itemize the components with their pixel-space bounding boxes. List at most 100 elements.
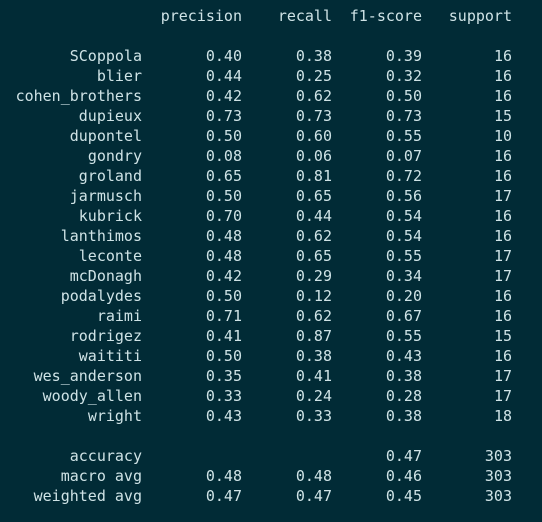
- row-label: wes_anderson: [33, 367, 142, 385]
- table-row: blier 0.44 0.25 0.32 16: [0, 66, 542, 86]
- support-value: 303: [484, 447, 512, 465]
- table-row: mcDonagh 0.42 0.29 0.34 17: [0, 266, 542, 286]
- header-f1-score: f1-score: [349, 7, 422, 25]
- f1-score-value: 0.55: [385, 127, 422, 145]
- precision-value: 0.50: [205, 127, 242, 145]
- recall-value: 0.73: [295, 107, 332, 125]
- f1-score-value: 0.38: [385, 407, 422, 425]
- row-label: lanthimos: [60, 227, 142, 245]
- precision-value: 0.41: [205, 327, 242, 345]
- support-value: 17: [493, 387, 512, 405]
- f1-score-value: 0.54: [385, 227, 422, 245]
- precision-value: 0.47: [205, 487, 242, 505]
- row-label: dupontel: [69, 127, 142, 145]
- precision-value: 0.42: [205, 267, 242, 285]
- report-header-row: precision recall f1-score support: [0, 6, 542, 26]
- row-label: cohen_brothers: [15, 87, 142, 105]
- table-row: SCoppola 0.40 0.38 0.39 16: [0, 46, 542, 66]
- precision-value: 0.50: [205, 287, 242, 305]
- support-value: 17: [493, 367, 512, 385]
- row-label: kubrick: [78, 207, 142, 225]
- support-value: 16: [493, 67, 512, 85]
- header-recall: recall: [277, 7, 332, 25]
- row-label: blier: [96, 67, 142, 85]
- table-row: waititi 0.50 0.38 0.43 16: [0, 346, 542, 366]
- support-value: 16: [493, 47, 512, 65]
- recall-value: 0.38: [295, 347, 332, 365]
- table-row: groland 0.65 0.81 0.72 16: [0, 166, 542, 186]
- precision-value: 0.65: [205, 167, 242, 185]
- table-row: podalydes 0.50 0.12 0.20 16: [0, 286, 542, 306]
- support-value: 10: [493, 127, 512, 145]
- f1-score-value: 0.54: [385, 207, 422, 225]
- row-label: dupieux: [78, 107, 142, 125]
- precision-value: 0.48: [205, 227, 242, 245]
- row-label: accuracy: [69, 447, 142, 465]
- table-row: cohen_brothers 0.42 0.62 0.50 16: [0, 86, 542, 106]
- row-label: gondry: [87, 147, 142, 165]
- recall-value: 0.12: [295, 287, 332, 305]
- precision-value: 0.50: [205, 347, 242, 365]
- support-value: 16: [493, 347, 512, 365]
- precision-value: 0.71: [205, 307, 242, 325]
- row-label: weighted avg: [33, 487, 142, 505]
- f1-score-value: 0.73: [385, 107, 422, 125]
- table-row: kubrick 0.70 0.44 0.54 16: [0, 206, 542, 226]
- row-label: woody_allen: [42, 387, 142, 405]
- recall-value: 0.41: [295, 367, 332, 385]
- precision-value: 0.40: [205, 47, 242, 65]
- table-row: rodrigez 0.41 0.87 0.55 15: [0, 326, 542, 346]
- f1-score-value: 0.32: [385, 67, 422, 85]
- row-label: waititi: [78, 347, 142, 365]
- row-label: podalydes: [60, 287, 142, 305]
- f1-score-value: 0.56: [385, 187, 422, 205]
- support-value: 16: [493, 287, 512, 305]
- precision-value: 0.48: [205, 467, 242, 485]
- support-value: 16: [493, 147, 512, 165]
- recall-value: 0.24: [295, 387, 332, 405]
- support-value: 16: [493, 207, 512, 225]
- precision-value: 0.48: [205, 247, 242, 265]
- f1-score-value: 0.55: [385, 247, 422, 265]
- row-label: mcDonagh: [69, 267, 142, 285]
- precision-value: 0.42: [205, 87, 242, 105]
- row-label: macro avg: [60, 467, 142, 485]
- support-value: 16: [493, 227, 512, 245]
- table-row: woody_allen 0.33 0.24 0.28 17: [0, 386, 542, 406]
- f1-score-value: 0.55: [385, 327, 422, 345]
- support-value: 18: [493, 407, 512, 425]
- f1-score-value: 0.47: [385, 447, 422, 465]
- table-row: wes_anderson 0.35 0.41 0.38 17: [0, 366, 542, 386]
- recall-value: 0.62: [295, 87, 332, 105]
- table-row: jarmusch 0.50 0.65 0.56 17: [0, 186, 542, 206]
- recall-value: 0.65: [295, 187, 332, 205]
- support-value: 16: [493, 307, 512, 325]
- f1-score-value: 0.20: [385, 287, 422, 305]
- recall-value: 0.44: [295, 207, 332, 225]
- recall-value: 0.29: [295, 267, 332, 285]
- precision-value: 0.43: [205, 407, 242, 425]
- row-label: jarmusch: [69, 187, 142, 205]
- precision-value: 0.35: [205, 367, 242, 385]
- recall-value: 0.60: [295, 127, 332, 145]
- f1-score-value: 0.43: [385, 347, 422, 365]
- recall-value: 0.33: [295, 407, 332, 425]
- table-row: lanthimos 0.48 0.62 0.54 16: [0, 226, 542, 246]
- f1-score-value: 0.07: [385, 147, 422, 165]
- recall-value: 0.25: [295, 67, 332, 85]
- support-value: 17: [493, 247, 512, 265]
- support-value: 303: [484, 467, 512, 485]
- table-row: leconte 0.48 0.65 0.55 17: [0, 246, 542, 266]
- recall-value: 0.47: [295, 487, 332, 505]
- summary-row: macro avg 0.48 0.48 0.46 303: [0, 466, 542, 486]
- summary-row: accuracy 0.47 303: [0, 446, 542, 466]
- row-label: rodrigez: [69, 327, 142, 345]
- table-row: dupieux 0.73 0.73 0.73 15: [0, 106, 542, 126]
- support-value: 17: [493, 187, 512, 205]
- header-support: support: [448, 7, 512, 25]
- f1-score-value: 0.45: [385, 487, 422, 505]
- header-precision: precision: [160, 7, 242, 25]
- f1-score-value: 0.34: [385, 267, 422, 285]
- table-row: wright 0.43 0.33 0.38 18: [0, 406, 542, 426]
- recall-value: 0.38: [295, 47, 332, 65]
